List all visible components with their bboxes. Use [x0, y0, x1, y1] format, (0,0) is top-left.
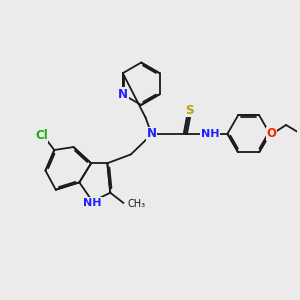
Text: Cl: Cl — [35, 129, 48, 142]
Text: N: N — [118, 88, 128, 101]
Text: NH: NH — [201, 129, 220, 139]
Text: CH₃: CH₃ — [127, 199, 145, 208]
Text: S: S — [185, 104, 194, 117]
Text: NH: NH — [83, 198, 102, 208]
Text: O: O — [266, 127, 276, 140]
Text: N: N — [146, 127, 157, 140]
